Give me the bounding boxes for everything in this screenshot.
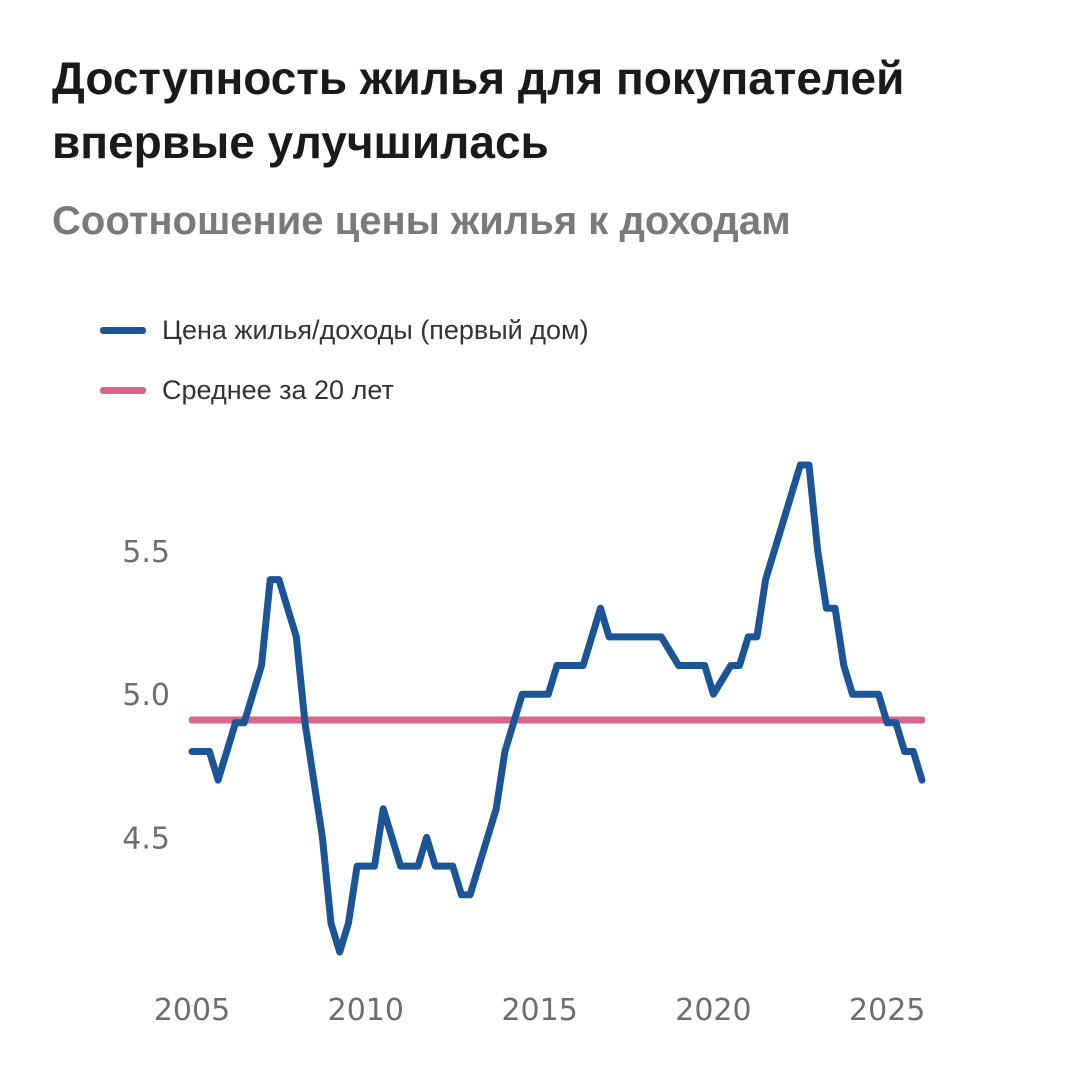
legend-item-main: Цена жилья/доходы (первый дом)	[100, 300, 589, 360]
legend-swatch-main	[100, 326, 146, 334]
series-layer	[188, 461, 926, 956]
x-tick-label: 2010	[328, 993, 404, 1028]
x-tick-label: 2020	[675, 993, 751, 1028]
x-tick-label: 2005	[154, 993, 230, 1028]
x-axis-ticks: 2005 2010 2015 2020 2025	[154, 993, 926, 1028]
y-tick-label: 5.5	[122, 535, 170, 570]
y-axis-ticks: 4.5 5.0 5.5	[122, 535, 170, 856]
legend-swatch-average	[100, 386, 146, 394]
legend-item-average: Среднее за 20 лет	[100, 360, 589, 420]
x-tick-label: 2015	[501, 993, 577, 1028]
legend: Цена жилья/доходы (первый дом) Среднее з…	[100, 300, 589, 420]
legend-label-main: Цена жилья/доходы (первый дом)	[162, 314, 589, 345]
chart-title: Доступность жилья для покупателей впервы…	[52, 52, 905, 168]
x-tick-label: 2025	[849, 993, 925, 1028]
y-tick-label: 5.0	[122, 678, 170, 713]
series-line-housing-ratio	[188, 461, 926, 956]
legend-label-average: Среднее за 20 лет	[162, 374, 394, 405]
y-tick-label: 4.5	[122, 821, 170, 856]
chart-subtitle: Соотношение цены жилья к доходам	[52, 199, 791, 243]
